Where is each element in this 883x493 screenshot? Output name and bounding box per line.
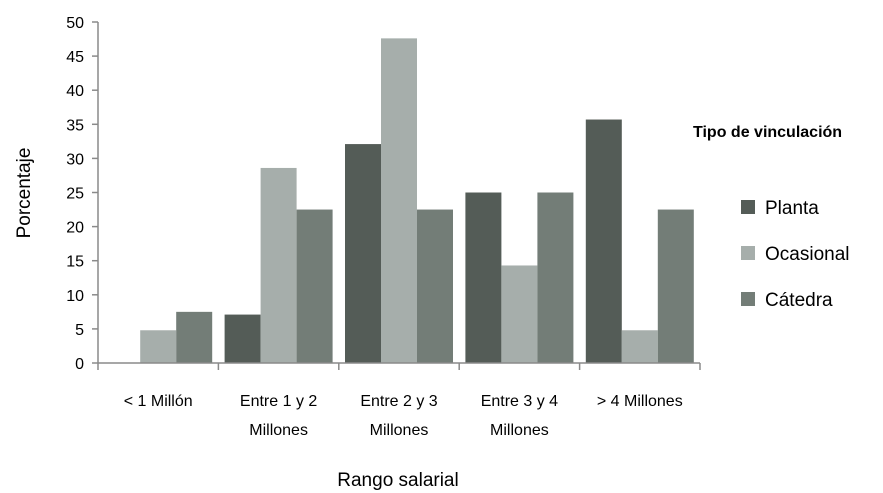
x-tick-label: Entre 3 y 4 Millones	[481, 393, 558, 439]
legend-swatch	[741, 292, 755, 306]
x-tick-label: Entre 2 y 3 Millones	[360, 393, 437, 439]
x-tick-label: < 1 Millón	[124, 393, 193, 410]
bars-layer	[140, 38, 694, 363]
x-tick-label: > 4 Millones	[597, 393, 683, 410]
bar-planta	[345, 144, 381, 363]
bar-planta	[224, 314, 261, 363]
x-axis-title: Rango salarial	[337, 470, 458, 491]
legend-label: Cátedra	[765, 290, 833, 311]
y-axis-title: Porcentaje	[14, 148, 35, 239]
bar-ocasional	[501, 265, 538, 363]
bar-ocasional	[260, 167, 297, 363]
y-tick-label: 15	[66, 254, 84, 271]
legend-swatch	[741, 246, 755, 260]
legend-swatch	[741, 200, 755, 214]
x-tick-label: Entre 1 y 2 Millones	[240, 393, 317, 439]
x-tick-label-line: < 1 Millón	[124, 393, 193, 410]
y-tick-label: 30	[66, 151, 84, 168]
bar-ocasional	[381, 38, 417, 363]
y-tick-label: 40	[66, 83, 84, 100]
bar-cátedra	[176, 311, 213, 363]
x-tick-label-line: Millones	[490, 422, 549, 439]
bar-cátedra	[417, 209, 453, 363]
y-tick-label: 10	[66, 288, 84, 305]
bar-cátedra	[537, 192, 574, 363]
x-tick-label-line: Millones	[249, 422, 308, 439]
bar-ocasional	[140, 330, 177, 363]
bar-planta	[585, 119, 622, 363]
legend-title: Tipo de vinculación	[693, 124, 842, 141]
legend-label: Planta	[765, 198, 819, 219]
bar-cátedra	[657, 209, 694, 363]
y-axis-ticks: 0 5 10 15 20 25 30 35 40 45 50	[66, 15, 98, 373]
x-tick-label-line: Entre 2 y 3	[360, 393, 437, 410]
x-tick-label-line: Entre 3 y 4	[481, 393, 558, 410]
y-tick-label: 20	[66, 220, 84, 237]
legend-label: Ocasional	[765, 244, 850, 265]
y-tick-label: 25	[66, 186, 84, 203]
x-tick-label-line: Entre 1 y 2	[240, 393, 317, 410]
y-tick-label: 5	[75, 322, 84, 339]
legend: Tipo de vinculación Planta Ocasional Cáted…	[693, 124, 850, 311]
bar-ocasional	[621, 330, 658, 363]
y-tick-label: 0	[75, 356, 84, 373]
y-tick-label: 45	[66, 49, 84, 66]
y-tick-label: 50	[66, 15, 84, 32]
bar-cátedra	[296, 209, 333, 363]
y-tick-label: 35	[66, 117, 84, 134]
bar-planta	[465, 192, 502, 363]
x-tick-label-line: Millones	[370, 422, 429, 439]
x-tick-label-line: > 4 Millones	[597, 393, 683, 410]
